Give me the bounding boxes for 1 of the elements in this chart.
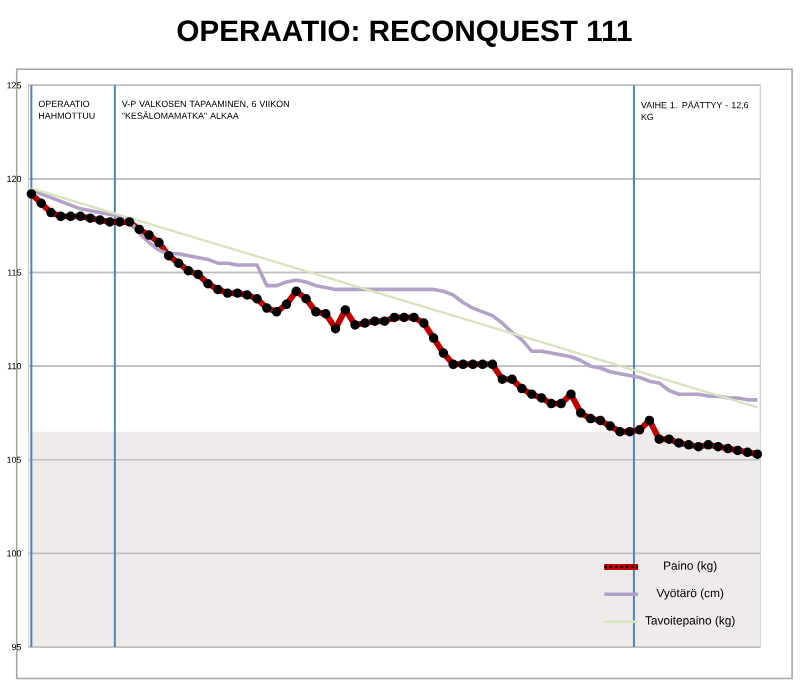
chart-title: OPERAATIO: RECONQUEST 111 [177,20,632,47]
